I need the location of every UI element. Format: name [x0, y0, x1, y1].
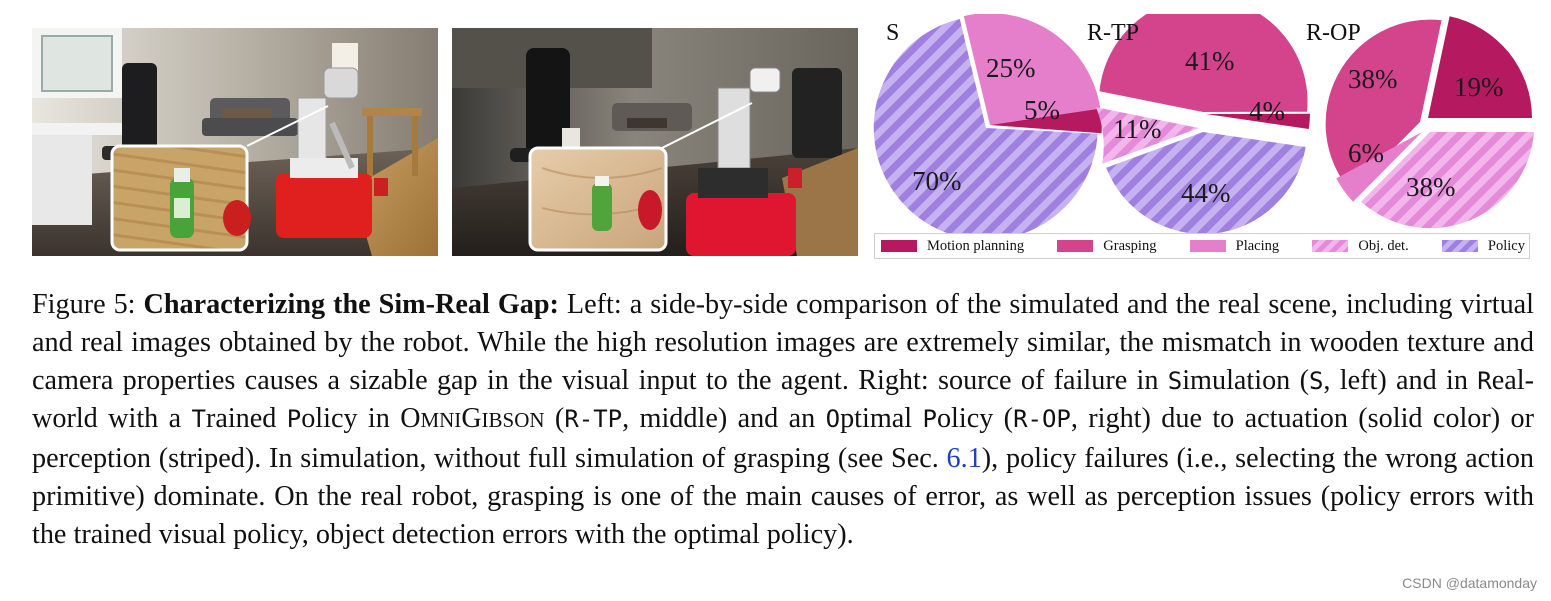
pie-r-tp-label-policy: 44%	[1181, 178, 1231, 208]
pie-r-tp-label-grasping: 41%	[1185, 46, 1235, 76]
legend-label: Grasping	[1103, 237, 1157, 254]
caption-mono-p2: P	[922, 405, 937, 434]
legend-item-obj-det: Obj. det.	[1312, 237, 1409, 255]
pie-s-slice-placing	[963, 14, 1101, 125]
caption-mono-r: R	[1477, 366, 1492, 395]
pie-r-op-label-placing: 6%	[1348, 138, 1384, 168]
pie-r-op-slice-placing	[1336, 132, 1422, 202]
caption-mono-s: S	[1167, 366, 1183, 395]
pie-r-tp-slice-grasping	[1099, 14, 1308, 112]
pie-r-op-slice-grasping	[1325, 19, 1442, 192]
pie-s-label-placing: 25%	[986, 53, 1036, 83]
watermark: CSDN @datamonday	[1402, 575, 1537, 591]
omnigibson-o: O	[400, 403, 421, 435]
caption-mono-o: O	[825, 405, 841, 434]
pie-r-op-label-obj-det: 38%	[1406, 172, 1456, 202]
pie-r-tp-slice-policy	[1106, 132, 1306, 235]
caption-text: eal-world with a	[32, 364, 1534, 435]
pie-r-op-label-motion-planning: 19%	[1454, 72, 1504, 102]
caption-mono-t: T	[191, 405, 206, 434]
caption-text: olicy in	[301, 403, 401, 435]
pie-s-title: S	[886, 20, 899, 46]
pie-s-slice-policy	[873, 19, 1098, 240]
legend-item-grasping: Grasping	[1057, 238, 1156, 255]
caption-text: ), policy failures (i.e., selecting the …	[32, 443, 1535, 550]
legend-swatch-motion-planning	[881, 240, 917, 252]
pie-r-tp-title: R-TP	[1087, 20, 1139, 46]
legend-swatch-grasping	[1057, 240, 1094, 252]
pie-s: S 25% 5% 70%	[873, 14, 1102, 240]
legend-swatch-placing	[1189, 240, 1226, 252]
caption-text: ptimal	[840, 403, 923, 435]
omnigibson-ibson: IBSON	[481, 408, 545, 433]
legend-item-motion-planning: Motion planning	[881, 238, 1024, 255]
caption-text: olicy (	[936, 403, 1014, 435]
caption-text: , middle) and an	[622, 403, 826, 435]
omnigibson-g: G	[461, 403, 482, 435]
caption-abbr-s: S	[1308, 366, 1324, 395]
caption-bold-title: Characterizing the Sim-Real Gap:	[143, 289, 559, 320]
pie-r-op-slice-obj-det	[1361, 132, 1534, 229]
pie-r-tp: R-TP 41% 4% 11% 44%	[1087, 14, 1310, 235]
legend-swatch-obj-det	[1312, 240, 1349, 252]
legend-item-policy: Policy	[1441, 237, 1525, 255]
pie-s-label-policy: 70%	[912, 166, 962, 196]
pie-r-op-label-grasping: 38%	[1348, 64, 1398, 94]
caption-text: (	[544, 403, 565, 435]
caption-text: imulation (	[1182, 364, 1309, 396]
legend-label: Obj. det.	[1358, 237, 1409, 254]
caption-abbr-r-op: R-OP	[1013, 405, 1071, 434]
simulated-scene-photo	[32, 28, 438, 256]
caption-text: Left: a side-by-side comparison of the s…	[32, 289, 1534, 396]
pie-r-op-slice-motion-planning	[1428, 16, 1532, 118]
pie-s-label-motion-planning: 5%	[1024, 95, 1060, 125]
caption-text: , right) due to actuation (solid color) …	[32, 403, 1535, 475]
real-scene-photo	[452, 28, 858, 256]
failure-source-pie-charts: S 25% 5% 70% R-TP 41% 4% 11% 44% R-OP 38…	[873, 14, 1534, 240]
omnigibson-mni: MNI	[420, 408, 462, 433]
pie-r-tp-label-obj-det: 11%	[1113, 114, 1162, 144]
figure-caption: Figure 5: Characterizing the Sim-Real Ga…	[32, 286, 1534, 554]
caption-abbr-r-tp: R-TP	[564, 405, 623, 434]
legend-swatch-policy	[1441, 240, 1478, 252]
caption-mono-p: P	[286, 405, 302, 434]
legend-item-placing: Placing	[1189, 237, 1280, 255]
pie-r-tp-label-motion-planning: 4%	[1249, 96, 1285, 126]
section-reference-link[interactable]: 6.1	[946, 443, 982, 475]
pie-legend: Motion planning Grasping Placing Obj. de…	[874, 233, 1530, 259]
caption-text: , left) and in	[1323, 364, 1478, 396]
legend-label: Motion planning	[927, 237, 1025, 254]
legend-label: Placing	[1235, 237, 1280, 254]
pie-s-slice-motion-planning	[990, 108, 1102, 134]
figure-label: Figure 5:	[32, 289, 136, 320]
pie-r-op-title: R-OP	[1306, 20, 1361, 46]
pie-r-op: R-OP 38% 19% 6% 38%	[1306, 16, 1534, 229]
pie-r-tp-slice-motion-planning	[1206, 113, 1310, 129]
pie-r-tp-slice-obj-det	[1096, 107, 1199, 164]
caption-text: rained	[205, 403, 287, 435]
legend-label: Policy	[1487, 237, 1525, 254]
